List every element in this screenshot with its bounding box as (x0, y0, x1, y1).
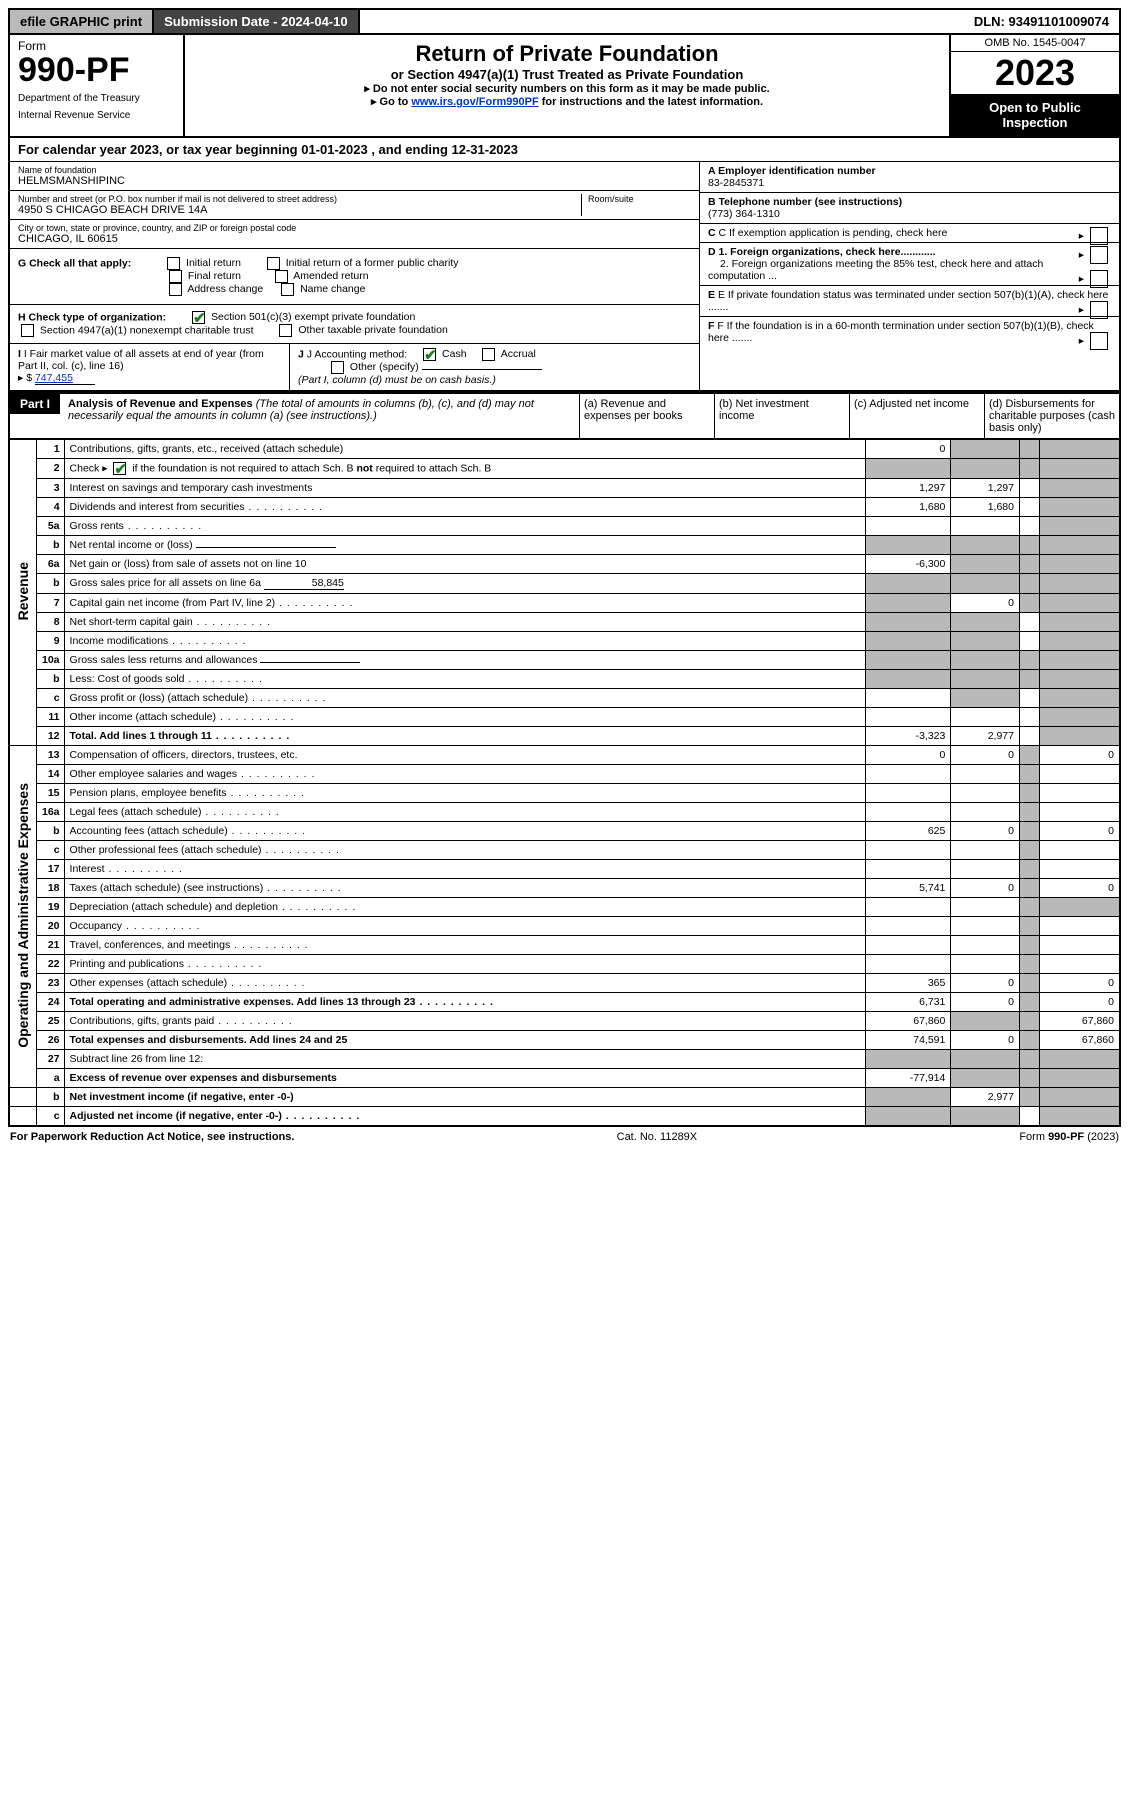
cat-no: Cat. No. 11289X (617, 1131, 698, 1143)
terminated-checkbox[interactable] (1090, 301, 1108, 319)
address-change-checkbox[interactable] (169, 283, 182, 296)
section-c: C C If exemption application is pending,… (700, 224, 1119, 243)
part1-header-row: Part I Analysis of Revenue and Expenses … (8, 392, 1121, 439)
foreign-85-checkbox[interactable] (1090, 270, 1108, 288)
city-cell: City or town, state or province, country… (10, 220, 699, 249)
form-ref: Form 990-PF (2023) (1019, 1131, 1119, 1143)
form-title: Return of Private Foundation (191, 41, 943, 67)
irs-label: Internal Revenue Service (18, 110, 175, 121)
open-to-public: Open to Public Inspection (951, 94, 1119, 136)
501c3-checkbox[interactable] (192, 311, 205, 324)
dln-label: DLN: 93491101009074 (964, 10, 1119, 33)
calendar-year-row: For calendar year 2023, or tax year begi… (8, 138, 1121, 162)
name-cell: Name of foundation HELMSMANSHIPINC (10, 162, 699, 191)
col-a-header: (a) Revenue and expenses per books (579, 394, 714, 438)
part1-label: Part I (10, 394, 60, 414)
tax-year: 2023 (951, 52, 1119, 94)
submission-date-button[interactable]: Submission Date - 2024-04-10 (154, 10, 360, 33)
top-bar: efile GRAPHIC print Submission Date - 20… (8, 8, 1121, 35)
revenue-sidebar: Revenue (9, 440, 37, 746)
omb-number: OMB No. 1545-0047 (951, 35, 1119, 52)
col-d-header: (d) Disbursements for charitable purpose… (984, 394, 1119, 438)
address-cell: Number and street (or P.O. box number if… (10, 191, 699, 220)
other-method-checkbox[interactable] (331, 361, 344, 374)
instruction-1: ▸ Do not enter social security numbers o… (191, 82, 943, 95)
section-h: H Check type of organization: Section 50… (10, 305, 699, 344)
60month-checkbox[interactable] (1090, 332, 1108, 350)
instruction-2: ▸ Go to www.irs.gov/Form990PF for instru… (191, 95, 943, 108)
col-c-header: (c) Adjusted net income (849, 394, 984, 438)
final-return-checkbox[interactable] (169, 270, 182, 283)
exemption-pending-checkbox[interactable] (1090, 227, 1108, 245)
other-taxable-checkbox[interactable] (279, 324, 292, 337)
form-subtitle: or Section 4947(a)(1) Trust Treated as P… (191, 67, 943, 82)
col-b-header: (b) Net investment income (714, 394, 849, 438)
expenses-sidebar: Operating and Administrative Expenses (9, 746, 37, 1088)
info-grid: Name of foundation HELMSMANSHIPINC Numbe… (8, 162, 1121, 392)
4947a1-checkbox[interactable] (21, 324, 34, 337)
amended-return-checkbox[interactable] (275, 270, 288, 283)
phone-cell: B Telephone number (see instructions) (7… (700, 193, 1119, 224)
paperwork-notice: For Paperwork Reduction Act Notice, see … (10, 1131, 294, 1143)
instructions-link[interactable]: www.irs.gov/Form990PF (411, 96, 538, 108)
part1-table: Revenue 1Contributions, gifts, grants, e… (8, 439, 1121, 1127)
efile-print-button[interactable]: efile GRAPHIC print (10, 10, 154, 33)
cash-checkbox[interactable] (423, 348, 436, 361)
form-number: 990-PF (18, 53, 175, 87)
initial-return-checkbox[interactable] (167, 257, 180, 270)
foreign-org-checkbox[interactable] (1090, 246, 1108, 264)
initial-public-checkbox[interactable] (267, 257, 280, 270)
section-d: D 1. Foreign organizations, check here..… (700, 243, 1119, 286)
footer: For Paperwork Reduction Act Notice, see … (8, 1127, 1121, 1147)
section-f: F F If the foundation is in a 60-month t… (700, 317, 1119, 347)
ein-cell: A Employer identification number 83-2845… (700, 162, 1119, 193)
form-header: Form 990-PF Department of the Treasury I… (8, 35, 1121, 138)
section-e: E E If private foundation status was ter… (700, 286, 1119, 317)
name-change-checkbox[interactable] (281, 283, 294, 296)
accrual-checkbox[interactable] (482, 348, 495, 361)
section-i-j: I I Fair market value of all assets at e… (10, 344, 699, 390)
dept-treasury: Department of the Treasury (18, 93, 175, 104)
schb-checkbox[interactable] (113, 462, 126, 475)
section-g: G Check all that apply: Initial return I… (10, 249, 699, 305)
fmv-link[interactable]: 747,455 (35, 372, 95, 385)
